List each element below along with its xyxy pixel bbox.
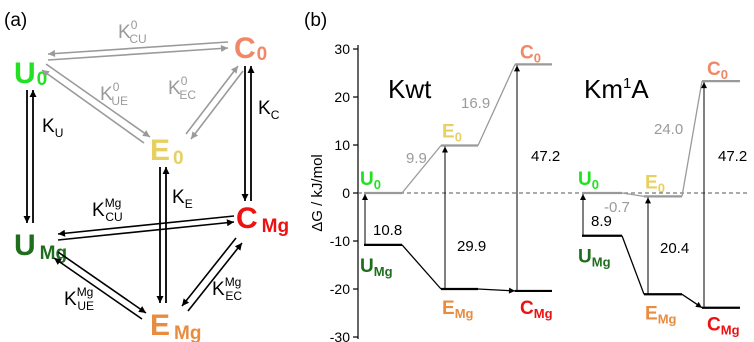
- connector-e0-c0: [681, 81, 703, 197]
- y-tick-label: 20: [334, 89, 350, 105]
- value-emg-e0: 20.4: [660, 240, 689, 257]
- title-km1a: Km1A: [584, 74, 649, 104]
- arrow-umg-to-cmg: [57, 219, 235, 241]
- connector-u0-e0: [621, 192, 645, 198]
- diagram-state-c0: C0: [707, 59, 728, 82]
- state-emg: E Mg: [150, 309, 201, 342]
- value-e0-c0: 24.0: [654, 121, 683, 138]
- y-axis: 30 20 10 0 -10 -20 -30: [330, 41, 359, 342]
- panel-b: (b) ΔG / kJ/mol 30 20 10 0 -10 -20 -30 Kwt Km1…: [304, 10, 750, 342]
- panel-b-label: (b): [304, 10, 327, 31]
- y-tick-label: -10: [330, 233, 350, 249]
- constant-kec0: K0 EC: [168, 74, 196, 102]
- arrow-emg-to-cmg: [187, 242, 243, 312]
- energy-levels: 9.9 16.9 10.8 29.9 47.2 U0 E0 C0 UMg EMg CMg -0.7 24…: [360, 42, 747, 337]
- arrow-u0-to-e0: [45, 63, 151, 138]
- connector-umg-emg: [621, 235, 645, 295]
- arrow-umg-to-emg: [57, 251, 147, 314]
- constant-kuemg: KMg UE: [64, 285, 94, 313]
- constant-ku: KU: [42, 116, 63, 140]
- value-cmg-c0: 47.2: [718, 148, 747, 165]
- diagram-state-u0: U0: [360, 169, 381, 192]
- value-cmg-c0: 47.2: [531, 148, 560, 165]
- constant-ke: KE: [172, 187, 193, 211]
- constant-kcumg: KMg CU: [92, 196, 123, 224]
- value-umg-u0: 8.9: [591, 213, 612, 230]
- arrow-cmg-to-umg: [57, 215, 235, 237]
- connector-emg-cmg: [477, 287, 516, 294]
- constant-kc: KC: [258, 98, 280, 122]
- diagram-state-e0: E0: [645, 172, 665, 195]
- state-u0: U0: [14, 57, 47, 90]
- arrow-u0-to-c0: [47, 44, 229, 61]
- value-u0-e0: 9.9: [406, 150, 427, 167]
- y-tick-label: -30: [330, 329, 350, 342]
- diagram-state-u0: U0: [578, 169, 599, 192]
- diagram-state-c0: C0: [520, 42, 541, 65]
- arrow-e0-to-c0: [185, 65, 239, 135]
- y-tick-label: 10: [334, 137, 350, 153]
- title-kwt: Kwt: [388, 74, 432, 104]
- arrow-cmg-to-emg: [181, 237, 237, 307]
- arrow-emg-to-umg: [53, 257, 143, 320]
- y-tick-label: -20: [330, 281, 350, 297]
- diagram-state-cmg: CMg: [707, 315, 740, 338]
- constant-kue0: K0 UE: [100, 80, 128, 108]
- value-emg-e0: 29.9: [457, 238, 486, 255]
- diagram-state-umg: UMg: [578, 247, 611, 270]
- connector-umg-emg: [401, 244, 442, 290]
- arrow-e0-to-u0: [41, 69, 145, 144]
- diagram-state-emg: EMg: [645, 303, 677, 326]
- y-tick-label: 0: [342, 185, 350, 201]
- constant-kcu0: K0 CU: [118, 18, 147, 46]
- connector-emg-cmg: [681, 293, 703, 309]
- value-e0-c0: 16.9: [461, 95, 490, 112]
- value-u0-e0: -0.7: [604, 199, 630, 216]
- arrow-c0-to-u0: [47, 41, 229, 58]
- state-cmg: C Mg: [236, 202, 289, 237]
- value-umg-u0: 10.8: [373, 222, 402, 239]
- diagram-state-umg: UMg: [360, 256, 393, 279]
- diagram-state-cmg: CMg: [520, 298, 553, 321]
- constant-kecmg: KMg EC: [212, 275, 242, 303]
- y-axis-label: ΔG / kJ/mol: [309, 154, 326, 232]
- diagram-state-e0: E0: [442, 121, 462, 144]
- y-tick-label: 30: [334, 41, 350, 57]
- arrow-c0-to-e0: [190, 70, 244, 140]
- connector-u0-e0: [401, 145, 442, 194]
- diagram-state-emg: EMg: [442, 298, 474, 321]
- state-c0: C0: [234, 32, 267, 65]
- connector-e0-c0: [477, 64, 516, 146]
- panel-a-label: (a): [4, 10, 27, 31]
